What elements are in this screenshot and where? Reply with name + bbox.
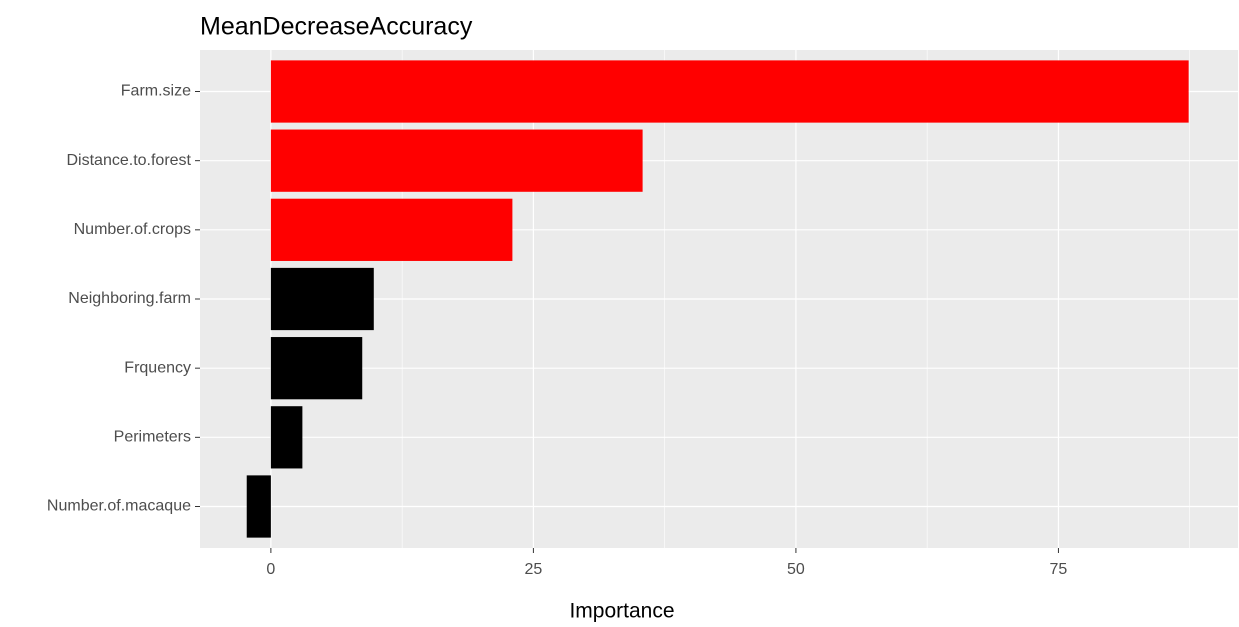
bar bbox=[270, 129, 643, 192]
chart-title: MeanDecreaseAccuracy bbox=[200, 13, 473, 41]
bar bbox=[270, 337, 363, 400]
y-tick-label: Perimeters bbox=[114, 429, 191, 446]
y-tick-label: Neighboring.farm bbox=[68, 290, 191, 307]
y-tick-label: Farm.size bbox=[121, 83, 191, 100]
y-tick-label: Number.of.crops bbox=[74, 221, 191, 238]
x-tick-label: 50 bbox=[787, 561, 805, 578]
bar bbox=[270, 198, 513, 261]
y-tick-label: Distance.to.forest bbox=[67, 152, 192, 169]
x-tick-label: 25 bbox=[525, 561, 543, 578]
bar bbox=[246, 475, 271, 538]
x-axis-title: Importance bbox=[569, 600, 674, 623]
x-tick-label: 0 bbox=[266, 561, 275, 578]
bar bbox=[270, 60, 1189, 123]
bar bbox=[270, 406, 303, 469]
bar bbox=[270, 267, 374, 331]
x-tick-label: 75 bbox=[1050, 561, 1068, 578]
y-tick-label: Number.of.macaque bbox=[47, 498, 191, 515]
y-tick-label: Frquency bbox=[124, 359, 191, 376]
